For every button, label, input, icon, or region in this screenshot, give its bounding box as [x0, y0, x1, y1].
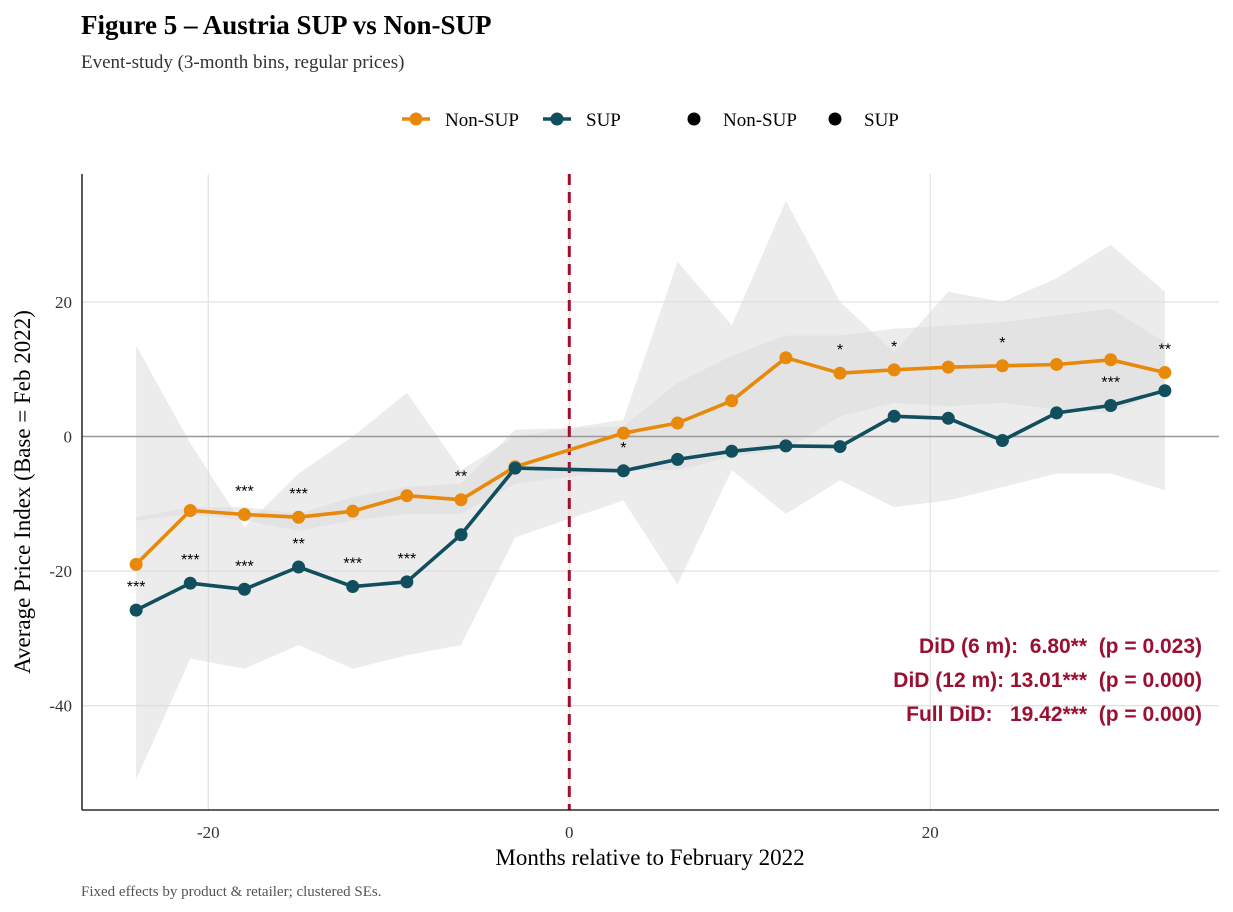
point-sup: [671, 452, 685, 466]
sig-label-nonsup: *: [891, 339, 897, 356]
point-sup: [779, 439, 793, 453]
legend-label: SUP: [864, 110, 899, 131]
point-sup: [941, 411, 955, 425]
sig-label-sup: ***: [127, 579, 146, 596]
x-tick-label: 20: [922, 823, 939, 842]
legend-key-point: [828, 112, 842, 126]
point-nonsup: [995, 359, 1009, 373]
point-nonsup: [616, 426, 630, 440]
confidence-bands: [136, 200, 1165, 780]
y-tick-label: -20: [49, 562, 72, 581]
sig-label-nonsup: ***: [289, 486, 308, 503]
legend-key-point: [409, 112, 423, 126]
x-axis-title: Months relative to February 2022: [495, 845, 804, 870]
point-sup: [1158, 384, 1172, 398]
point-sup: [833, 440, 847, 454]
sig-label-sup: ***: [398, 551, 417, 568]
point-sup: [995, 434, 1009, 448]
reference-lines: [82, 174, 1219, 810]
point-sup: [887, 409, 901, 423]
chart-subtitle: Event-study (3-month bins, regular price…: [81, 52, 404, 73]
point-nonsup: [237, 508, 251, 522]
chart-caption: Fixed effects by product & retailer; clu…: [81, 884, 381, 900]
legend: Non-SUP SUP Non-SUP SUP: [402, 110, 899, 131]
point-nonsup: [1104, 353, 1118, 367]
point-sup: [237, 582, 251, 596]
point-sup: [346, 580, 360, 594]
sig-label-nonsup: *: [837, 342, 843, 359]
y-tick-label: 0: [64, 427, 73, 446]
sig-label-nonsup: **: [455, 469, 467, 486]
did-annotation: DiD (12 m): 13.01*** (p = 0.000): [893, 669, 1202, 692]
legend-key-point: [687, 112, 701, 126]
axes: -40 -20 0 20 -20 0 20: [49, 174, 1219, 842]
point-sup: [292, 560, 306, 574]
point-sup: [725, 444, 739, 458]
point-sup: [400, 575, 414, 589]
point-sup: [1050, 406, 1064, 420]
sig-label-sup: ***: [343, 556, 362, 573]
y-tick-label: 20: [55, 293, 72, 312]
point-nonsup: [833, 366, 847, 380]
sig-label-sup: **: [292, 536, 304, 553]
point-nonsup: [400, 489, 414, 503]
point-nonsup: [346, 504, 360, 518]
point-sup: [508, 461, 522, 475]
point-sup: [616, 464, 630, 478]
sig-label-nonsup: *: [999, 335, 1005, 352]
sig-label-nonsup: ***: [235, 484, 254, 501]
series-layer: [129, 351, 1172, 617]
did-annotation: DiD (6 m): 6.80** (p = 0.023): [919, 635, 1202, 658]
sig-label-sup: ***: [181, 552, 200, 569]
significance-labels: *** ****** * * ******** ******** *******: [127, 335, 1171, 596]
point-sup: [1104, 399, 1118, 413]
did-annotations: DiD (6 m): 6.80** (p = 0.023) DiD (12 m):…: [893, 635, 1202, 726]
point-nonsup: [887, 363, 901, 377]
point-nonsup: [129, 557, 143, 571]
point-nonsup: [725, 394, 739, 408]
ci-band-sup: [136, 200, 1165, 780]
x-tick-label: 0: [565, 823, 574, 842]
point-sup: [183, 576, 197, 590]
point-nonsup: [779, 351, 793, 365]
y-axis-title: Average Price Index (Base = Feb 2022): [10, 310, 35, 674]
point-nonsup: [941, 360, 955, 374]
sig-label-nonsup: **: [1159, 342, 1171, 359]
point-sup: [454, 528, 468, 542]
point-nonsup: [454, 493, 468, 507]
x-tick-label: -20: [197, 823, 220, 842]
point-nonsup: [1158, 366, 1172, 380]
point-nonsup: [1050, 357, 1064, 371]
sig-label-sup: *: [620, 440, 626, 457]
y-tick-label: -40: [49, 697, 72, 716]
legend-label: SUP: [586, 110, 621, 131]
point-nonsup: [183, 504, 197, 518]
legend-label: Non-SUP: [445, 110, 519, 131]
point-nonsup: [671, 416, 685, 430]
sig-label-sup: ***: [235, 558, 254, 575]
point-sup: [129, 603, 143, 617]
legend-label: Non-SUP: [723, 110, 797, 131]
sig-label-sup: ***: [1101, 375, 1120, 392]
chart-title: Figure 5 – Austria SUP vs Non-SUP: [81, 10, 492, 40]
point-nonsup: [292, 510, 306, 524]
legend-key-point: [550, 112, 564, 126]
did-annotation: Full DiD: 19.42*** (p = 0.000): [906, 703, 1202, 726]
